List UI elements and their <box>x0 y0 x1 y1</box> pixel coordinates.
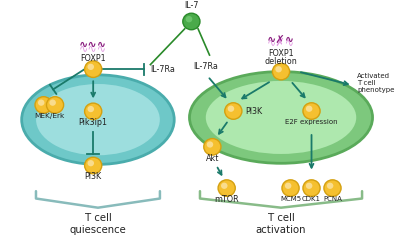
Circle shape <box>38 99 44 106</box>
Circle shape <box>46 97 64 113</box>
Circle shape <box>84 157 102 174</box>
Circle shape <box>303 180 320 196</box>
Text: CDK1: CDK1 <box>302 196 321 202</box>
Text: E2F expression: E2F expression <box>285 119 338 125</box>
Circle shape <box>218 180 235 196</box>
Text: Akt: Akt <box>206 154 219 163</box>
Circle shape <box>306 183 312 189</box>
Text: T cell
quiescence: T cell quiescence <box>70 213 126 235</box>
Text: ∿∿∿: ∿∿∿ <box>79 40 107 50</box>
Text: PI3K: PI3K <box>85 172 102 181</box>
Circle shape <box>84 103 102 120</box>
Text: ∿∿∿: ∿∿∿ <box>79 43 107 53</box>
Circle shape <box>282 180 299 196</box>
Ellipse shape <box>190 72 372 163</box>
Text: ∿✗∿: ∿✗∿ <box>267 38 295 48</box>
Text: FOXP1: FOXP1 <box>80 54 106 63</box>
Circle shape <box>35 97 52 113</box>
Circle shape <box>306 106 312 112</box>
Circle shape <box>285 183 292 189</box>
Ellipse shape <box>22 75 174 164</box>
Text: PI3K: PI3K <box>245 107 262 115</box>
Circle shape <box>228 106 234 112</box>
Circle shape <box>186 16 192 22</box>
Text: FOXP1: FOXP1 <box>268 49 294 58</box>
Text: ∿✗∿: ∿✗∿ <box>267 35 295 45</box>
Text: IL-7Ra: IL-7Ra <box>150 65 175 74</box>
Text: Activated
T cell
phenotype: Activated T cell phenotype <box>357 73 395 93</box>
Circle shape <box>324 180 341 196</box>
Circle shape <box>303 103 320 119</box>
Text: T cell
activation: T cell activation <box>256 213 306 235</box>
Circle shape <box>204 139 221 155</box>
Ellipse shape <box>205 80 357 155</box>
Circle shape <box>207 141 213 148</box>
Circle shape <box>272 63 290 80</box>
Circle shape <box>225 103 242 119</box>
Text: IL-7Ra: IL-7Ra <box>193 63 218 71</box>
Circle shape <box>88 106 94 112</box>
Text: PCNA: PCNA <box>323 196 342 202</box>
Text: MCM5: MCM5 <box>280 196 301 202</box>
Text: mTOR: mTOR <box>214 195 239 203</box>
Circle shape <box>84 61 102 77</box>
Text: MEK/Erk: MEK/Erk <box>34 113 64 119</box>
Text: Pik3ip1: Pik3ip1 <box>79 118 108 127</box>
Text: IL-7: IL-7 <box>184 0 199 10</box>
Text: deletion: deletion <box>265 57 297 66</box>
Circle shape <box>221 183 228 189</box>
Circle shape <box>275 66 282 72</box>
Ellipse shape <box>35 83 161 156</box>
Circle shape <box>88 160 94 166</box>
Circle shape <box>183 13 200 30</box>
Circle shape <box>49 99 56 106</box>
Circle shape <box>327 183 333 189</box>
Circle shape <box>88 64 94 70</box>
